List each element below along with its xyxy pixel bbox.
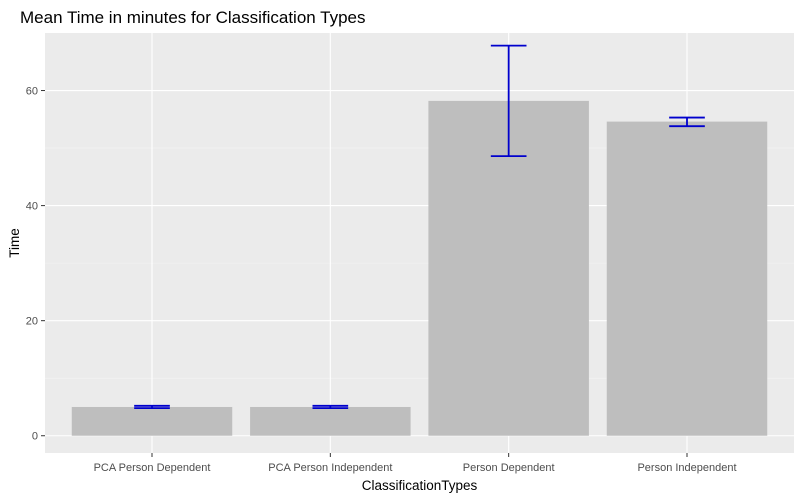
error-bar (134, 404, 170, 410)
error-bar (490, 44, 527, 158)
bar (606, 121, 768, 436)
y-tick-label: 0 (32, 431, 38, 443)
y-tick-label: 20 (26, 316, 38, 328)
y-tick-label: 40 (26, 201, 38, 213)
error-bars (134, 44, 705, 410)
y-axis: 0 20 40 60 (26, 86, 45, 443)
x-tick-label: PCA Person Dependent (94, 462, 211, 474)
bar (250, 406, 411, 436)
x-tick-label: Person Dependent (463, 462, 555, 474)
x-tick-label: Person Independent (637, 462, 736, 474)
x-axis: PCA Person Dependent PCA Person Independe… (94, 453, 737, 474)
bar (71, 406, 233, 436)
error-bar (669, 116, 705, 128)
error-bar (312, 404, 349, 410)
y-tick-label: 60 (26, 86, 38, 98)
chart-title: Mean Time in minutes for Classification … (20, 8, 366, 27)
x-tick-label: PCA Person Independent (268, 462, 392, 474)
x-axis-title: ClassificationTypes (362, 478, 478, 493)
y-axis-title: Time (7, 228, 22, 258)
